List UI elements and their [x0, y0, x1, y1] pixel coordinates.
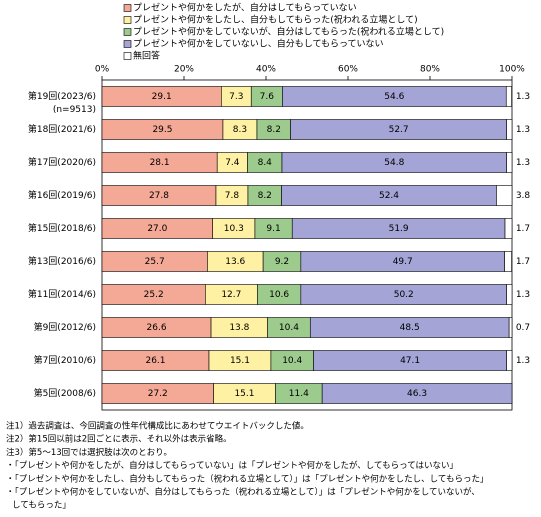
legend-label: プレゼントや何かをしたが、自分はしてもらっていない [133, 2, 357, 14]
data-label: 29.1 [152, 92, 172, 102]
bar-segment [496, 185, 513, 206]
bar-segment [506, 350, 513, 371]
data-label: 1.3 [516, 158, 530, 168]
note: 注3）第5～13回では選択肢は次のとおり。 [6, 447, 172, 458]
legend-swatch [123, 4, 132, 12]
data-label: 27.2 [148, 389, 168, 399]
data-label: 1.7 [516, 257, 530, 267]
data-label: 9.2 [275, 257, 289, 267]
data-label: 25.7 [145, 257, 165, 267]
bar-segment [506, 284, 513, 305]
data-label: 27.8 [149, 191, 169, 201]
legend-swatch [123, 16, 132, 24]
note: ・「プレゼントや何かをしたし、自分もしてもらった（祝われる立場として）」は「プレ… [6, 473, 488, 484]
category-label: 第11回(2014/6) [28, 288, 96, 300]
bar-segment [321, 383, 513, 404]
bar-segment [506, 152, 513, 173]
data-label: 46.3 [407, 389, 427, 399]
x-tick-label: 60% [338, 65, 358, 75]
data-label: 25.2 [144, 290, 164, 300]
data-label: 8.4 [258, 158, 273, 168]
note: 注2）第15回以前は2回ごとに表示、それ以外は表示省略。 [6, 434, 232, 445]
note: ・「プレゼントや何かをしていないが、自分はしてもらった（祝われる立場として）」は… [6, 487, 480, 498]
data-label: 48.5 [400, 323, 420, 333]
x-tick-label: 20% [174, 65, 194, 75]
data-label: 26.1 [145, 356, 165, 366]
legend-swatch [123, 52, 132, 60]
category-label: 第13回(2016/6) [28, 255, 96, 267]
data-label: 29.5 [152, 125, 172, 135]
category-label: 第17回(2020/6) [28, 156, 96, 168]
bar-segment [504, 251, 512, 272]
category-label: 第18回(2021/6) [28, 123, 96, 135]
bar-segment [506, 119, 513, 140]
data-label: 49.7 [393, 257, 413, 267]
data-label: 28.1 [150, 158, 170, 168]
note: してもらった」 [12, 501, 71, 511]
data-label: 7.8 [225, 191, 240, 201]
data-label: 0.7 [516, 323, 530, 333]
bar-segment [508, 317, 513, 338]
data-label: 3.8 [516, 191, 531, 201]
data-label: 8.2 [258, 191, 272, 201]
legend-swatch [123, 28, 132, 36]
data-label: 12.7 [221, 290, 241, 300]
data-label: 54.8 [384, 158, 404, 168]
data-label: 27.0 [147, 224, 167, 234]
data-label: 10.3 [224, 224, 244, 234]
category-label: 第5回(2008/6) [34, 387, 96, 399]
x-tick-label: 80% [420, 65, 440, 75]
data-label: 1.3 [516, 290, 530, 300]
legend-swatch [123, 40, 132, 48]
bar-segment [504, 218, 513, 239]
data-label: 15.1 [230, 356, 250, 366]
category-label: 第19回(2023/6) [28, 90, 96, 102]
data-label: 26.6 [147, 323, 167, 333]
data-label: 52.7 [389, 125, 409, 135]
data-label: 54.6 [384, 92, 404, 102]
data-label: 1.3 [516, 356, 530, 366]
bar-segment [505, 86, 512, 107]
data-label: 8.3 [233, 125, 247, 135]
data-label: 9.1 [266, 224, 280, 234]
category-note: (n=9513) [53, 105, 96, 115]
data-label: 7.4 [225, 158, 240, 168]
data-label: 1.3 [516, 92, 530, 102]
data-label: 1.3 [516, 125, 530, 135]
data-label: 7.6 [260, 92, 275, 102]
data-label: 15.1 [234, 389, 254, 399]
x-tick-label: 100% [499, 65, 525, 75]
data-label: 11.4 [289, 389, 309, 399]
data-label: 10.4 [282, 356, 302, 366]
category-label: 第15回(2018/6) [28, 222, 96, 234]
x-tick-label: 40% [256, 65, 276, 75]
category-label: 第16回(2019/6) [28, 189, 96, 201]
data-label: 10.6 [269, 290, 289, 300]
legend-label: プレゼントや何かをしていないが、自分はしてもらった(祝われる立場として) [133, 26, 444, 38]
data-label: 7.3 [229, 92, 243, 102]
data-label: 13.6 [225, 257, 245, 267]
category-label: 第7回(2010/6) [34, 354, 96, 366]
note: 注1）過去調査は、今回調査の性年代構成比にあわせてウエイトバックした値。 [6, 421, 309, 432]
legend-label: 無回答 [133, 50, 160, 62]
data-label: 8.2 [267, 125, 281, 135]
note: ・「プレゼントや何かをしたが、自分はしてもらっていない」は「プレゼントや何かをし… [6, 460, 458, 471]
data-label: 51.9 [389, 224, 409, 234]
legend-label: プレゼントや何かをしていないし、自分もしてもらっていない [133, 38, 384, 50]
data-label: 10.4 [279, 323, 299, 333]
data-label: 50.2 [394, 290, 414, 300]
category-label: 第9回(2012/6) [34, 321, 96, 333]
data-label: 13.8 [229, 323, 249, 333]
x-tick-label: 0% [95, 65, 110, 75]
data-label: 1.7 [516, 224, 530, 234]
plot-frame [101, 79, 513, 411]
legend-label: プレゼントや何かをしたし、自分もしてもらった(祝われる立場として) [133, 14, 418, 26]
data-label: 47.1 [400, 356, 420, 366]
data-label: 52.4 [379, 191, 399, 201]
